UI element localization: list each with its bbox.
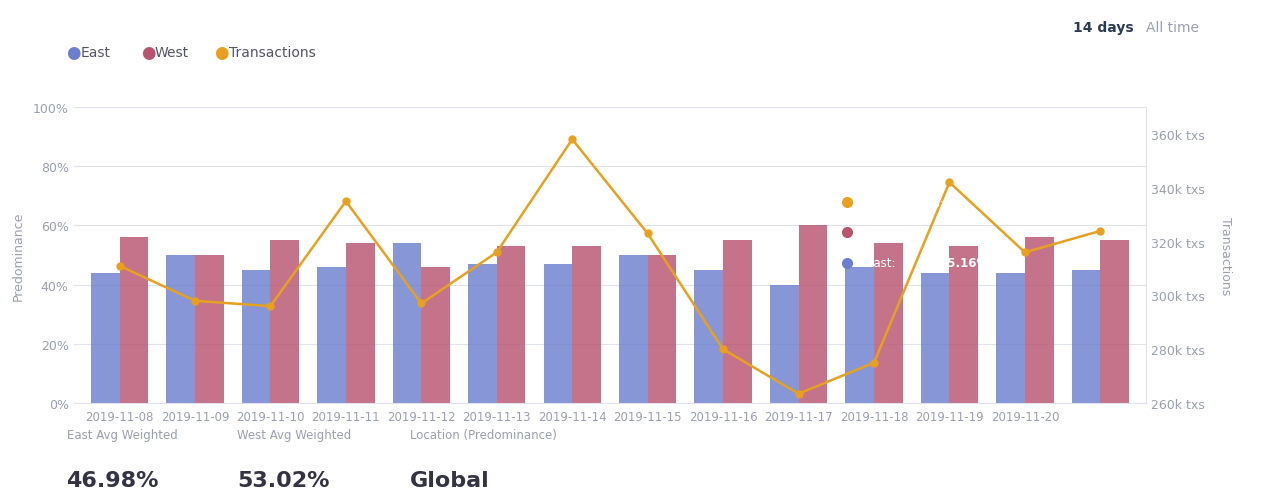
Bar: [393, 243, 421, 403]
Text: 45.16%: 45.16%: [940, 257, 988, 270]
Bar: [1101, 240, 1129, 403]
Bar: [620, 256, 648, 403]
Y-axis label: Transactions: Transactions: [1219, 216, 1231, 295]
Bar: [1025, 238, 1053, 403]
Text: Transactions:: Transactions:: [867, 196, 948, 209]
Bar: [723, 240, 751, 403]
Bar: [544, 265, 572, 403]
Text: West:: West:: [867, 226, 904, 239]
Bar: [421, 268, 451, 403]
Bar: [572, 246, 600, 403]
Text: 2019-11-21: 2019-11-21: [1068, 418, 1133, 428]
Bar: [346, 243, 375, 403]
Text: ●: ●: [214, 44, 228, 62]
Text: 323 954: 323 954: [1024, 196, 1078, 209]
Bar: [996, 273, 1025, 403]
Text: ●: ●: [141, 44, 155, 62]
Bar: [166, 256, 195, 403]
Bar: [874, 243, 902, 403]
Text: Global: Global: [410, 470, 489, 490]
Text: West: West: [155, 46, 189, 60]
Bar: [242, 271, 270, 403]
Bar: [497, 246, 525, 403]
Text: 54.84%: 54.84%: [940, 226, 989, 239]
Text: East:: East:: [867, 257, 900, 270]
Text: ●: ●: [67, 44, 81, 62]
Text: 53.02%: 53.02%: [237, 470, 329, 490]
Bar: [648, 256, 676, 403]
Text: 46.98%: 46.98%: [67, 470, 159, 490]
Bar: [91, 273, 119, 403]
Text: All time: All time: [1146, 21, 1198, 35]
Bar: [119, 238, 148, 403]
Text: East: East: [81, 46, 110, 60]
Bar: [695, 271, 723, 403]
Text: Location (Predominance): Location (Predominance): [410, 428, 557, 441]
Text: East Avg Weighted: East Avg Weighted: [67, 428, 178, 441]
Bar: [195, 256, 224, 403]
Bar: [769, 285, 799, 403]
Bar: [1071, 271, 1101, 403]
Y-axis label: Predominance: Predominance: [12, 211, 24, 300]
Bar: [799, 226, 827, 403]
Bar: [270, 240, 300, 403]
Bar: [950, 246, 978, 403]
Bar: [920, 273, 950, 403]
Text: West Avg Weighted: West Avg Weighted: [237, 428, 351, 441]
Bar: [845, 268, 874, 403]
Bar: [468, 265, 497, 403]
Text: Transactions: Transactions: [229, 46, 316, 60]
Bar: [317, 268, 346, 403]
Text: 14 days: 14 days: [1073, 21, 1133, 35]
